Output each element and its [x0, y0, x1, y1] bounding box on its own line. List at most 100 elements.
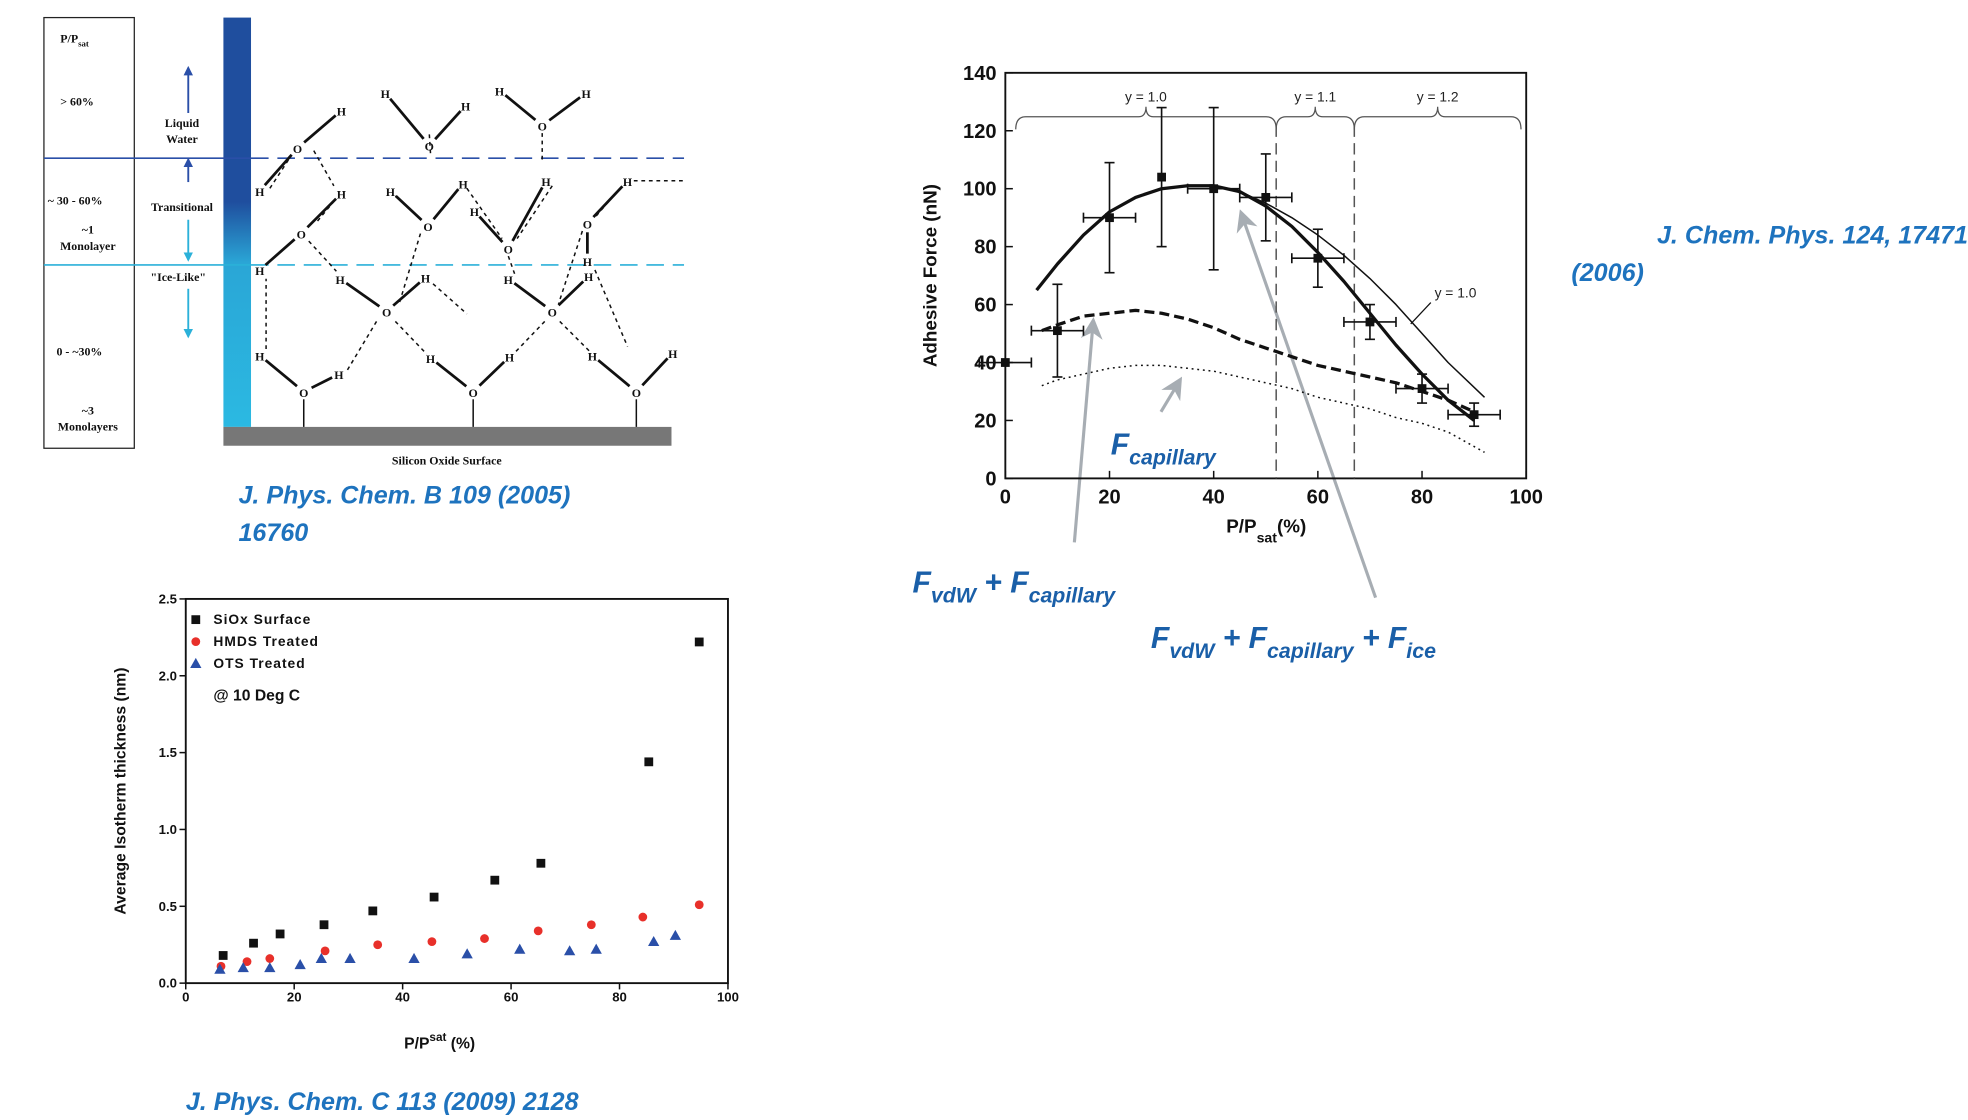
y-tick-label: 0: [985, 468, 996, 490]
phase-label: Transitional: [151, 200, 214, 214]
annotation-text: + F: [1214, 622, 1268, 655]
atom-label: O: [425, 140, 434, 154]
annotation-subscript: capillary: [1129, 446, 1217, 470]
covalent-bond: [511, 186, 544, 242]
point: [1469, 410, 1479, 420]
citation: J. Phys. Chem. C 113 (2009) 2128: [186, 1088, 579, 1116]
surface-label: Silicon Oxide Surface: [392, 454, 502, 468]
atom-label: H: [588, 349, 598, 363]
fit-line: [1041, 308, 1475, 414]
y-tick-label: 60: [974, 295, 996, 317]
annotation-arrow: [1072, 317, 1103, 543]
annotation: FvdW + Fcapillary + Fice: [1151, 622, 1436, 663]
covalent-bond: [478, 215, 504, 244]
atom-label: H: [541, 175, 551, 189]
atom-label: O: [538, 120, 547, 134]
y-tick-label: 0.5: [159, 899, 177, 914]
atom-label: H: [255, 185, 265, 199]
annotation-subscript: ice: [1406, 639, 1436, 663]
legend-marker: [190, 657, 202, 668]
covalent-bond: [592, 185, 624, 219]
water-layer-diagram: P/Psat > 60% ~ 30 - 60% ~1 Monolayer 0 -…: [43, 16, 685, 468]
point: [373, 940, 383, 950]
hydrogen-bonds: [265, 133, 685, 373]
point: [1261, 192, 1271, 202]
x-tick-label: 80: [1411, 486, 1433, 508]
atom-label: H: [504, 273, 514, 287]
atom-label: H: [583, 255, 593, 269]
point: [536, 858, 546, 868]
point: [1105, 213, 1114, 223]
atom-label: H: [336, 273, 346, 287]
atom-label: O: [632, 386, 641, 400]
y-tick-label: 20: [974, 410, 996, 432]
x-axis-label-main: P/P: [1226, 515, 1256, 536]
x-tick-label: 60: [1307, 486, 1329, 508]
annotation-subscript: capillary: [1029, 584, 1117, 608]
x-axis-label-suffix: (%): [446, 1035, 475, 1052]
atom-label: O: [548, 305, 557, 319]
point: [461, 948, 473, 959]
point: [694, 900, 704, 910]
y-tick-label: 1.5: [159, 745, 177, 760]
x-tick-label: 20: [287, 989, 302, 1004]
x-axis-label: P/Psat (%): [404, 1031, 475, 1053]
y-axis-label: Adhesive Force (nN): [919, 184, 940, 367]
phase-label: Liquid: [165, 116, 200, 130]
point: [264, 962, 276, 973]
point: [533, 926, 543, 936]
x-tick-label: 100: [717, 989, 739, 1004]
point: [1313, 253, 1323, 263]
point: [242, 957, 252, 967]
y-tick-label: 0.0: [159, 976, 177, 991]
legend-label: HMDS Treated: [213, 634, 319, 649]
atom-label: O: [299, 386, 308, 400]
point: [344, 952, 356, 963]
plot-frame: [1004, 71, 1528, 480]
annotation: FvdW + Fcapillary: [912, 567, 1116, 608]
covalent-bond: [306, 197, 338, 229]
point: [1417, 384, 1427, 393]
y-tick-label: 2.5: [159, 592, 177, 607]
legend-label: SiOx Surface: [213, 612, 311, 627]
phase-label: "Ice-Like": [150, 270, 206, 284]
annotation-subscript: vdW: [1169, 639, 1216, 663]
atom-label: H: [381, 87, 391, 101]
covalent-bond: [264, 359, 298, 388]
point: [638, 912, 648, 922]
covalent-bond: [434, 110, 462, 141]
point: [1209, 184, 1219, 194]
point: [265, 954, 275, 963]
atom-label: H: [426, 352, 436, 366]
atom-label: H: [584, 270, 594, 284]
plot-frame: [184, 597, 729, 985]
level-label: ~1: [82, 223, 94, 237]
annotation: Fcapillary: [1111, 429, 1217, 470]
annotation-arrow: [1236, 209, 1378, 599]
x-tick-label: 100: [1509, 486, 1542, 508]
covalent-bond: [264, 238, 296, 267]
citation: (2006): [1571, 259, 1644, 287]
atom-label: H: [470, 205, 480, 219]
surface: [223, 426, 672, 446]
x-axis-label-main: P/P: [404, 1035, 429, 1052]
covalent-bond: [389, 97, 425, 140]
atom-label: H: [255, 349, 265, 363]
x-tick-label: 40: [1203, 486, 1225, 508]
x-axis-label-suffix: (%): [1277, 515, 1306, 536]
annotation-subscript: capillary: [1267, 639, 1355, 663]
x-tick-label: 0: [182, 989, 189, 1004]
point: [563, 945, 576, 956]
x-tick-label: 60: [504, 989, 519, 1004]
annotation-text: F: [912, 567, 932, 600]
covalent-bond: [641, 357, 669, 387]
atom-label: H: [461, 99, 471, 113]
y-tick-label: 1.0: [159, 822, 177, 837]
annotation-arrow: [1159, 376, 1183, 413]
y-tick-label: 100: [963, 179, 996, 201]
point: [1000, 358, 1010, 367]
point: [320, 946, 330, 956]
point: [294, 959, 306, 970]
point: [669, 929, 682, 940]
